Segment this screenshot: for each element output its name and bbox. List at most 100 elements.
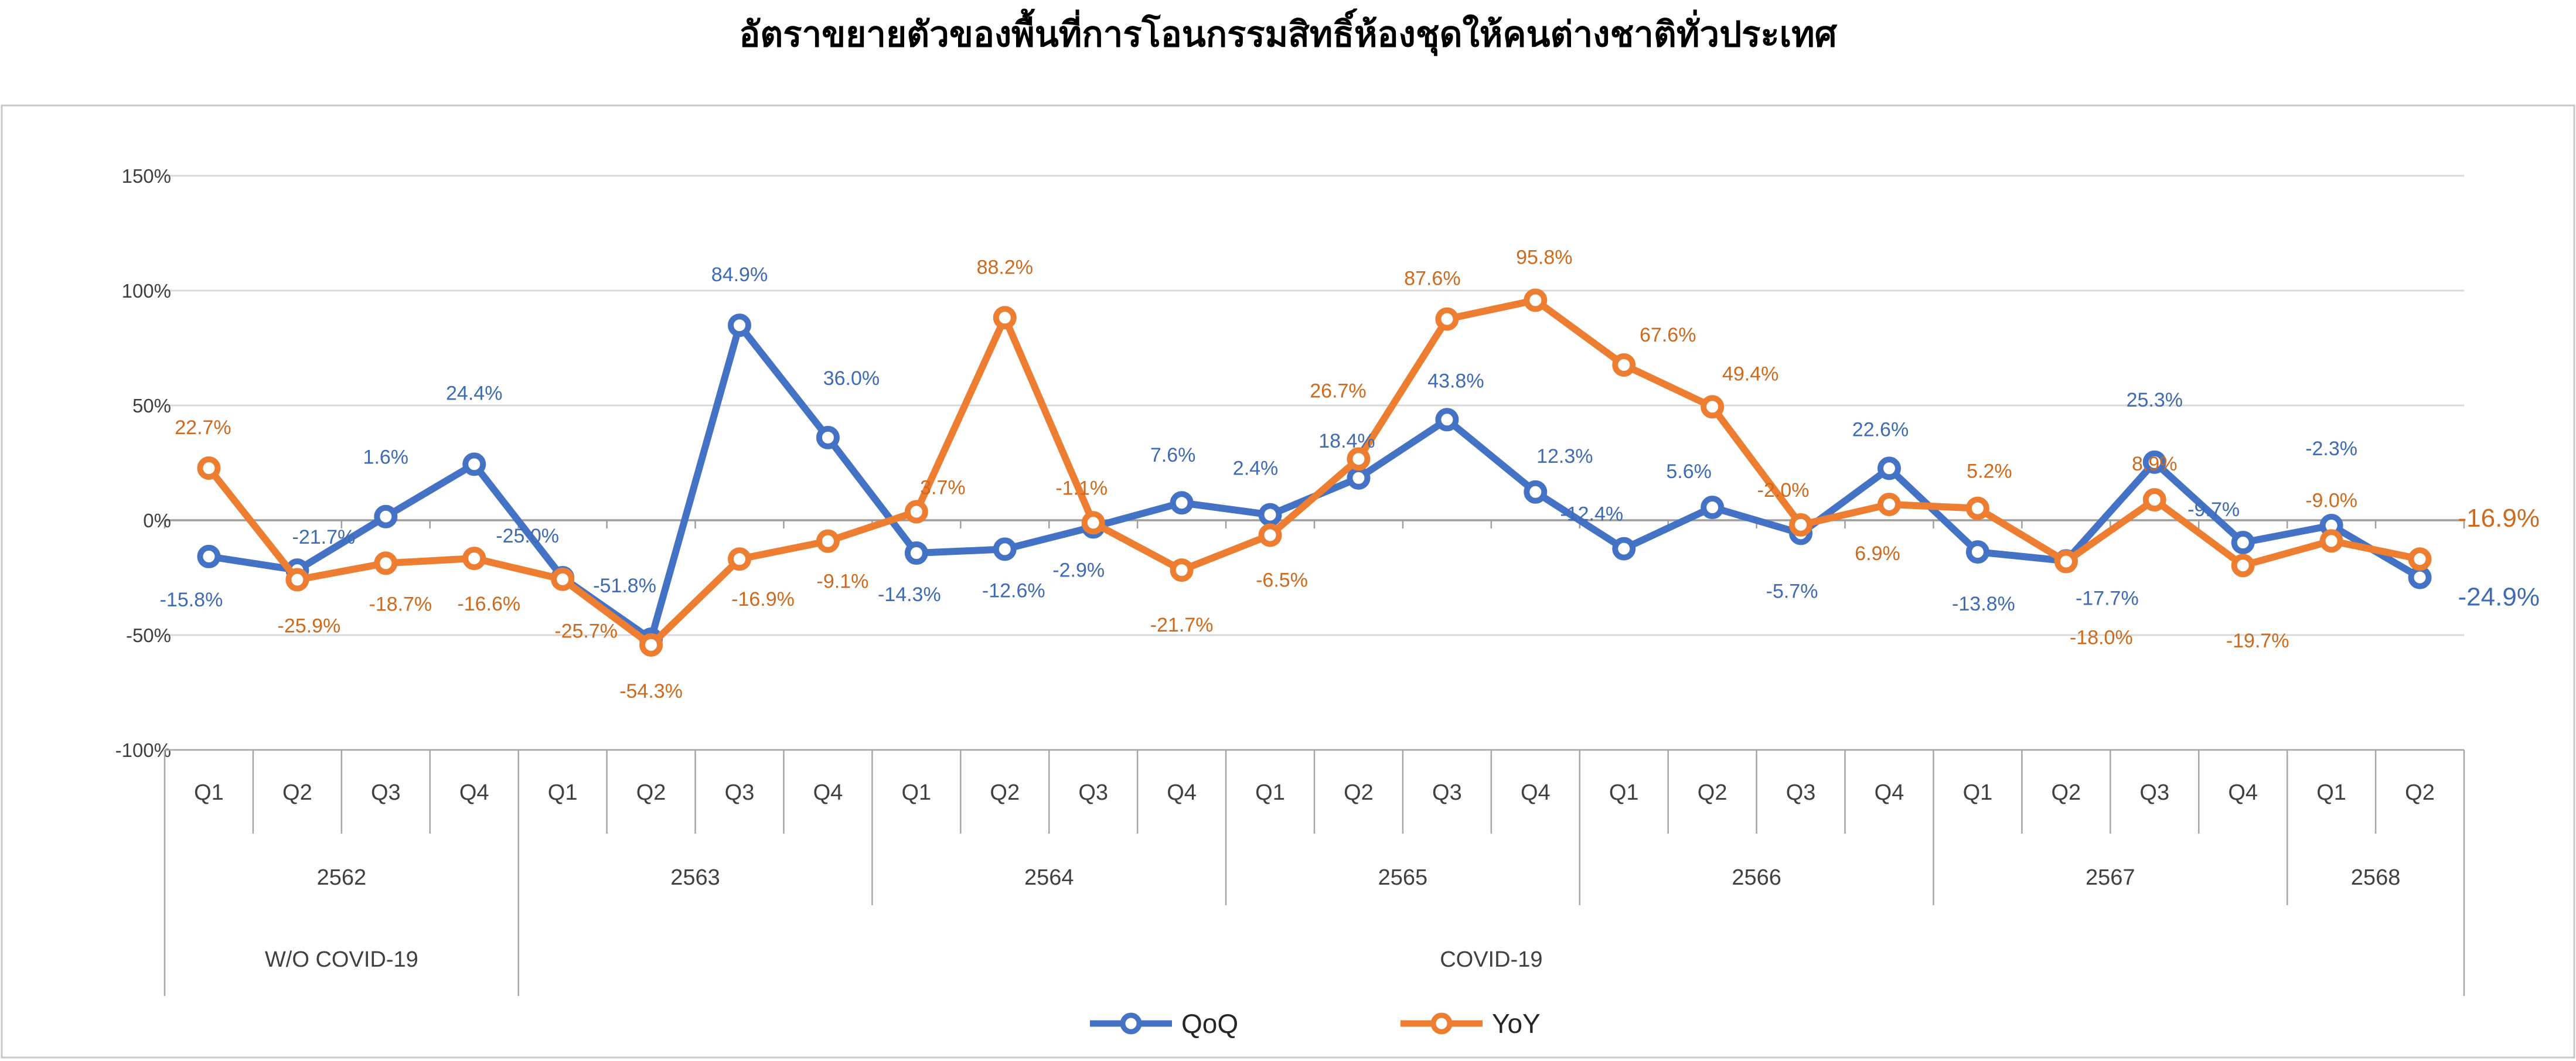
data-marker-qoq [1612,537,1636,561]
data-marker-qoq [816,425,840,449]
quarter-label: Q2 [636,780,666,805]
quarter-label: Q3 [2139,780,2169,805]
data-marker-yoy [1258,523,1282,547]
quarter-label: Q1 [1963,780,1993,805]
quarter-label: Q3 [371,780,401,805]
point-label-yoy: -21.7% [1150,614,1214,636]
data-marker-qoq [374,504,398,528]
data-marker-qoq [1524,480,1548,504]
point-label-qoq: -5.7% [1766,580,1818,602]
quarter-label: Q1 [901,780,931,805]
data-marker-yoy [1789,513,1813,537]
point-label-qoq: -24.9% [2458,583,2540,612]
y-axis-tick-label: 150% [122,165,171,187]
data-marker-qoq [197,544,221,568]
data-marker-qoq [1701,496,1725,520]
point-label-yoy: -16.6% [457,593,520,615]
point-label-yoy: -1.1% [1055,477,1108,499]
data-marker-yoy [197,456,221,480]
y-axis-tick-label: 100% [122,280,171,302]
data-marker-yoy [2231,554,2255,578]
data-marker-yoy [285,568,309,592]
chart-border [1,104,2575,1059]
data-marker-yoy [639,633,663,657]
quarter-label: Q2 [1698,780,1727,805]
data-marker-yoy [728,547,751,571]
data-marker-yoy [1081,511,1105,535]
point-label-yoy: 22.7% [175,417,231,439]
point-label-yoy: 3.7% [920,476,966,499]
legend-label-yoy: YoY [1492,1008,1541,1039]
point-label-qoq: -13.8% [1952,593,2015,615]
data-marker-qoq [1965,540,1989,564]
y-axis-tick-label: -100% [115,739,171,761]
quarter-label: Q4 [2228,780,2258,805]
point-label-qoq: 18.4% [1318,430,1375,452]
point-label-yoy: -2.0% [1757,479,1810,501]
point-label-yoy: -25.7% [554,620,618,643]
period-label: COVID-19 [1440,947,1542,972]
data-marker-yoy [462,547,486,571]
point-label-yoy: -54.3% [619,680,683,702]
point-label-qoq: 22.6% [1852,418,1909,441]
point-label-qoq: -9.7% [2187,499,2240,521]
data-marker-yoy [2319,529,2343,553]
year-label: 2568 [2351,865,2401,890]
point-label-yoy: 6.9% [1855,543,1900,565]
point-label-qoq: -15.8% [160,589,223,611]
data-marker-yoy [993,306,1017,330]
quarter-label: Q1 [2316,780,2346,805]
data-marker-qoq [1435,408,1459,432]
point-label-qoq: 43.8% [1427,370,1484,392]
point-label-yoy: -6.5% [1256,569,1308,591]
quarter-label: Q4 [459,780,489,805]
point-label-qoq: 24.4% [446,382,502,404]
point-label-yoy: -16.9% [731,588,795,610]
quarter-label: Q2 [1344,780,1374,805]
year-label: 2567 [2086,865,2135,890]
year-label: 2565 [1378,865,1428,890]
quarter-label: Q1 [548,780,578,805]
quarter-label: Q1 [1609,780,1639,805]
data-marker-qoq [1258,503,1282,527]
point-label-yoy: -9.0% [2305,489,2357,511]
point-label-qoq: -2.9% [1052,559,1105,581]
data-marker-yoy [2054,550,2078,574]
data-marker-yoy [1612,353,1636,377]
data-marker-qoq [2142,450,2166,474]
point-label-yoy: -19.7% [2226,630,2289,652]
point-label-yoy: 95.8% [1516,246,1572,268]
quarter-label: Q2 [2051,780,2081,805]
data-marker-yoy [1878,492,1901,516]
point-label-qoq: -21.7% [292,526,356,548]
data-marker-yoy [1965,496,1989,520]
data-marker-qoq [1347,466,1371,490]
data-marker-qoq [2408,565,2432,589]
data-marker-yoy [551,567,575,591]
data-marker-qoq [904,541,928,565]
point-label-qoq: -2.3% [2305,438,2357,460]
data-marker-yoy [816,529,840,553]
period-label: W/O COVID-19 [265,947,418,972]
point-label-yoy: 67.6% [1640,324,1696,346]
year-label: 2566 [1732,865,1781,890]
y-axis-tick-label: 0% [143,510,171,531]
data-marker-qoq [462,452,486,476]
point-label-yoy: 49.4% [1722,363,1778,385]
data-marker-yoy [1524,288,1548,312]
data-marker-yoy [2408,547,2432,571]
point-label-qoq: 5.6% [1666,460,1712,483]
quarter-label: Q3 [1786,780,1816,805]
point-label-qoq: -12.6% [982,579,1045,602]
data-marker-yoy [374,551,398,575]
quarter-label: Q4 [1167,780,1197,805]
data-marker-qoq [993,537,1017,561]
point-label-qoq: -12.4% [1560,503,1623,526]
point-label-yoy: -25.9% [278,615,341,637]
data-marker-yoy [2142,488,2166,512]
data-marker-qoq [1170,491,1194,515]
quarter-label: Q2 [990,780,1020,805]
data-marker-yoy [904,500,928,524]
